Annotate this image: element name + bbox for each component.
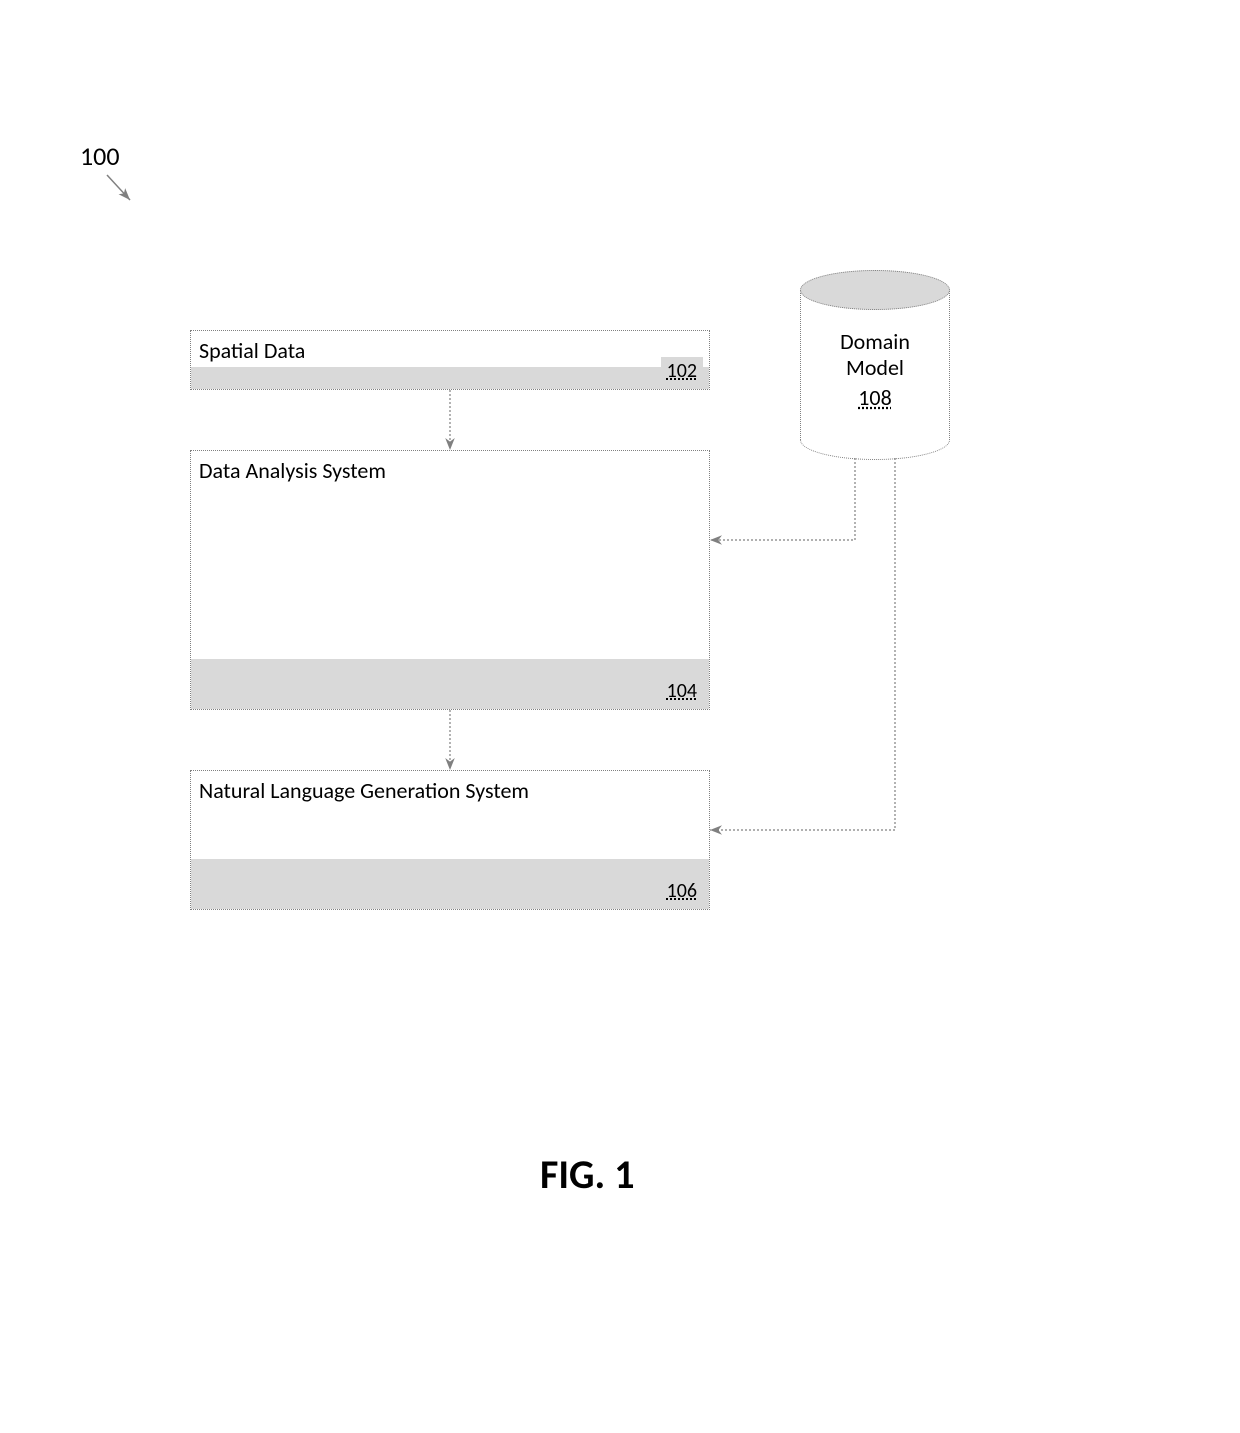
arrow-domain-to-analysis: [710, 458, 855, 540]
arrows-layer: [0, 0, 1240, 1433]
figure-label: FIG. 1: [540, 1150, 635, 1199]
arrow-domain-to-nlg: [710, 458, 895, 830]
figure-canvas: 100 Spatial Data 102 Data Analysis Syste…: [0, 0, 1240, 1433]
